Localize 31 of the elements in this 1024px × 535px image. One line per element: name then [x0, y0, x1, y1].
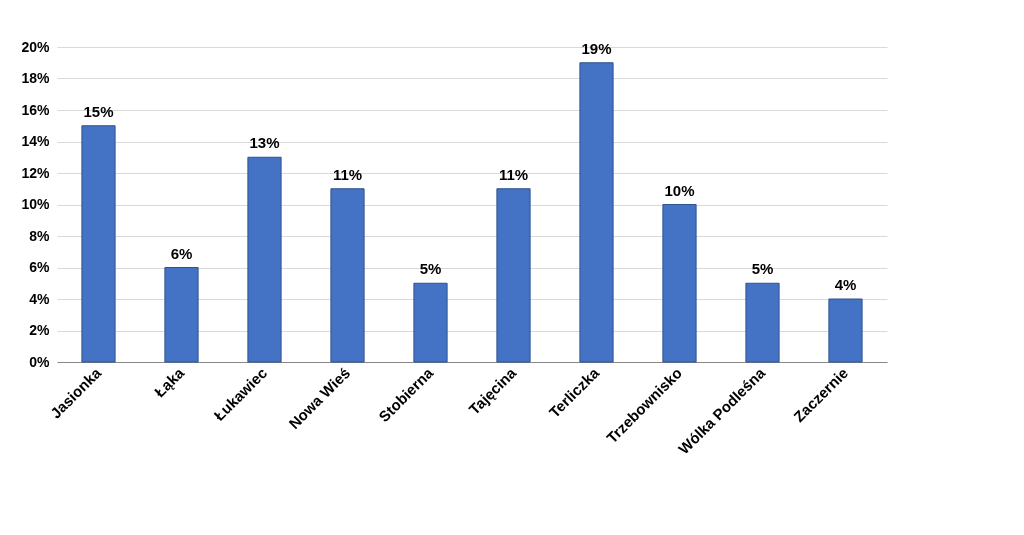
- y-tick-label: 10%: [21, 196, 51, 212]
- bar: [164, 267, 199, 363]
- y-tick-label: 6%: [29, 259, 51, 275]
- bar: [496, 188, 531, 363]
- data-label: 5%: [419, 260, 442, 278]
- bar: [247, 156, 282, 363]
- y-tick-label: 8%: [29, 227, 51, 244]
- y-tick-label: 14%: [21, 133, 51, 149]
- y-tick-label: 4%: [29, 290, 51, 307]
- y-tick-label: 16%: [21, 101, 51, 118]
- data-label: 10%: [664, 181, 695, 199]
- bar: [662, 204, 697, 363]
- data-label: 5%: [751, 260, 774, 278]
- bar: [330, 188, 365, 363]
- data-label: 13%: [249, 134, 280, 152]
- bar: [828, 298, 863, 363]
- y-tick-label: 2%: [29, 322, 51, 338]
- data-label: 6%: [170, 244, 193, 262]
- data-label: 4%: [834, 276, 857, 293]
- y-tick-label: 18%: [21, 70, 51, 86]
- bar: [745, 282, 780, 363]
- y-tick-label: 12%: [21, 164, 51, 181]
- y-tick-label: 20%: [21, 38, 51, 55]
- bar: [413, 282, 448, 363]
- data-label: 19%: [581, 39, 612, 57]
- bar: [81, 125, 116, 363]
- data-label: 11%: [332, 165, 363, 183]
- bar: [579, 62, 614, 363]
- y-tick-label: 0%: [29, 353, 51, 370]
- data-label: 11%: [498, 165, 529, 183]
- data-label: 15%: [83, 102, 114, 120]
